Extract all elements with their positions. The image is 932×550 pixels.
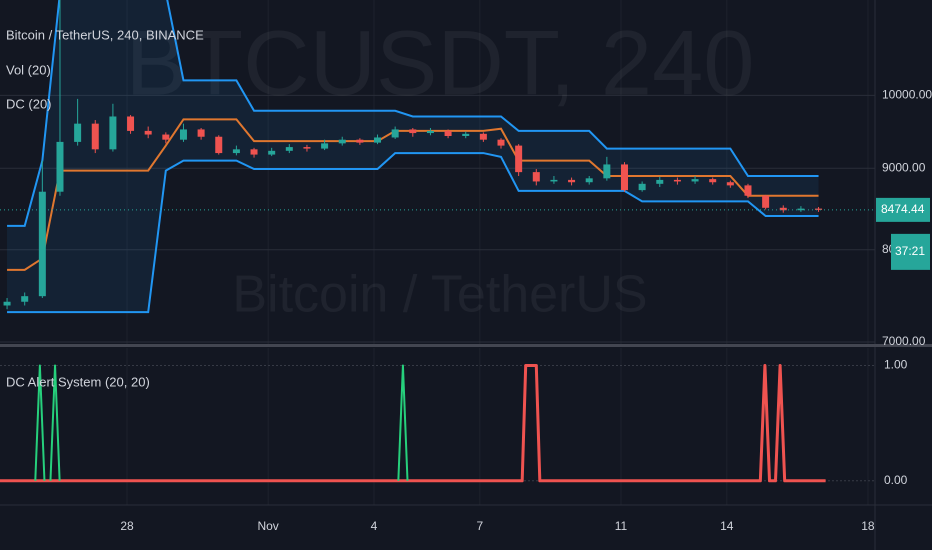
x-tick-label: 18 [861, 519, 875, 533]
candle-body [162, 134, 170, 140]
candle-body [815, 208, 823, 210]
dc-upper [7, 0, 819, 227]
dc-label: DC (20) [6, 96, 52, 111]
candle-body [744, 185, 752, 196]
candle-body [127, 116, 135, 131]
candle-body [515, 145, 523, 173]
candle-body [762, 195, 770, 208]
candle-body [568, 179, 576, 183]
candle-body [268, 150, 276, 155]
y-tick-label: 9000.00 [882, 160, 926, 174]
symbol-title: Bitcoin / TetherUS, 240, BINANCE [6, 27, 204, 42]
price-pane: BTCUSDT, 240 Bitcoin / TetherUS [0, 0, 875, 345]
candle-body [303, 147, 311, 149]
candle-body [338, 139, 346, 144]
x-tick-label: 7 [476, 519, 483, 533]
candle-body [197, 129, 205, 137]
candle-body [709, 179, 717, 183]
candle-body [462, 133, 470, 137]
candle-body [479, 133, 487, 140]
alert-line [34, 364, 46, 481]
watermark: BTCUSDT, 240 [126, 12, 755, 114]
candle-body [726, 182, 734, 186]
y-tick-label: 7000.00 [882, 334, 926, 348]
candle-body [321, 143, 329, 149]
candle-body [179, 129, 187, 140]
candle-body [585, 178, 593, 183]
candle-body [391, 129, 399, 138]
candle-body [38, 191, 46, 297]
candle-body [21, 296, 29, 302]
y2-tick-label: 1.00 [884, 358, 908, 372]
candle-body [656, 179, 664, 184]
x-tick-label: 14 [720, 519, 734, 533]
candle-body [550, 179, 558, 182]
candle-body [620, 164, 628, 191]
candle-body [691, 179, 699, 182]
dc-lower [7, 152, 819, 314]
candle-body [497, 139, 505, 146]
candle-body [426, 130, 434, 134]
y2-tick-label: 0.00 [884, 473, 908, 487]
volume-label: Vol (20) [6, 62, 51, 77]
candle-body [409, 129, 417, 134]
alert-line [49, 364, 61, 481]
alert-line [0, 363, 826, 483]
candle-body [532, 172, 540, 182]
candle-body [91, 123, 99, 150]
x-tick-label: 28 [120, 519, 134, 533]
candle-body [74, 123, 82, 142]
candle-body [56, 141, 64, 192]
alert-label: DC Alert System (20, 20) [6, 374, 150, 389]
candle-body [779, 207, 787, 211]
candle-body [250, 149, 258, 155]
last-price-tag [876, 197, 930, 222]
candle-body [285, 147, 293, 151]
candle-body [215, 136, 223, 154]
candle-body [144, 130, 152, 135]
watermark-sub: Bitcoin / TetherUS [232, 266, 647, 324]
countdown-tag [891, 233, 930, 270]
candle-body [374, 137, 382, 143]
indicator-pane [0, 348, 875, 505]
pane-separator [0, 344, 932, 347]
x-tick-label: Nov [257, 519, 278, 533]
candle-body [673, 179, 681, 182]
y-tick-label: 10000.00 [882, 88, 932, 102]
candle-body [603, 164, 611, 179]
alert-line [397, 364, 409, 481]
last-price-text: 8474.44 [881, 202, 925, 216]
countdown-text: 37:21 [895, 244, 925, 258]
candle-body [444, 130, 452, 137]
candle-body [109, 116, 117, 150]
x-tick-label: 4 [371, 519, 378, 533]
candle-body [3, 301, 11, 306]
candle-body [356, 139, 364, 143]
candle-body [232, 149, 240, 154]
channel-fill [7, 0, 819, 313]
x-tick-label: 11 [615, 519, 628, 533]
candle-body [638, 183, 646, 191]
